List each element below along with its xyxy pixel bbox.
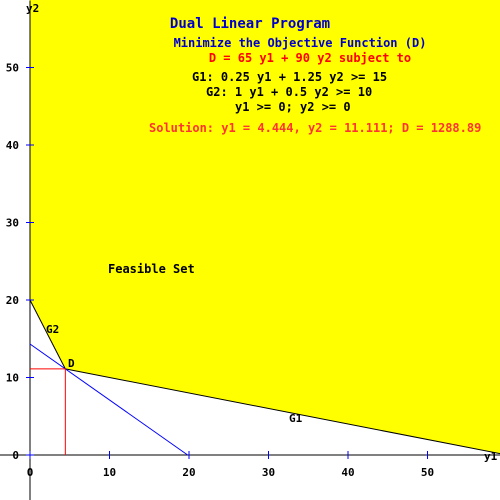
x-tick-label: 50 — [421, 466, 434, 479]
x-tick-label: 30 — [262, 466, 275, 479]
feasible-set-label: Feasible Set — [108, 262, 195, 276]
optimum-label: D — [68, 357, 75, 370]
x-tick-label: 20 — [182, 466, 195, 479]
y-axis-label: y2 — [26, 2, 39, 15]
constraint-g1: G1: 0.25 y1 + 1.25 y2 >= 15 — [192, 70, 387, 84]
y-tick-label: 0 — [12, 449, 19, 462]
y-tick-label: 30 — [6, 217, 19, 230]
chart-title: Dual Linear Program — [170, 16, 330, 32]
feasible-region — [30, 0, 500, 454]
tick-labels: 0 10 20 30 40 50 0 10 20 30 40 50 — [6, 62, 434, 480]
line-label-g2: G2 — [46, 323, 59, 336]
g2-line — [29, 299, 66, 370]
objective-function: D = 65 y1 + 90 y2 subject to — [209, 51, 411, 65]
x-axis-label: y1 — [484, 450, 498, 463]
x-tick-label: 40 — [341, 466, 354, 479]
y-tick-label: 20 — [6, 294, 19, 307]
nonnegativity-constraint: y1 >= 0; y2 >= 0 — [235, 100, 351, 114]
line-label-g1: G1 — [289, 412, 303, 425]
y-tick-label: 10 — [6, 372, 19, 385]
objective-line — [29, 343, 188, 456]
y-tick-label: 50 — [6, 62, 19, 75]
x-tick-label: 0 — [27, 466, 34, 479]
constraint-g2: G2: 1 y1 + 0.5 y2 >= 10 — [206, 85, 372, 99]
constraint-lines — [29, 299, 500, 456]
tick-marks — [26, 67, 428, 459]
x-tick-label: 10 — [103, 466, 116, 479]
chart-subtitle: Minimize the Objective Function (D) — [174, 36, 427, 50]
g1-line — [65, 368, 500, 455]
solution-text: Solution: y1 = 4.444, y2 = 11.111; D = 1… — [149, 121, 481, 135]
y-tick-label: 40 — [6, 139, 19, 152]
